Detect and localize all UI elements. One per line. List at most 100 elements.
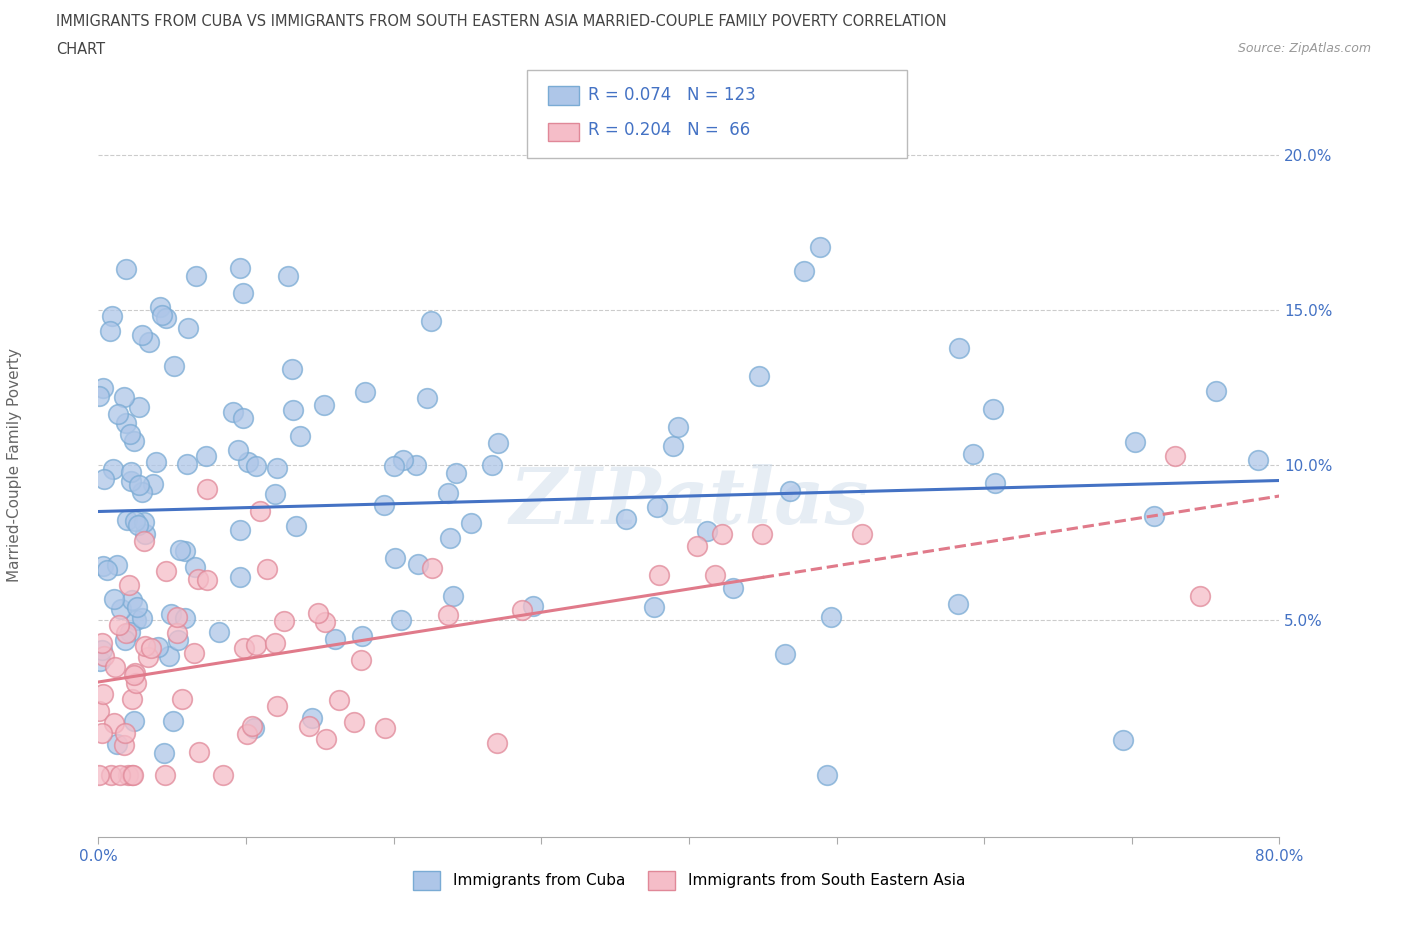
Point — [211, 767, 233, 782]
Point — [138, 335, 160, 350]
Point — [773, 647, 796, 662]
Point — [645, 499, 668, 514]
Point — [146, 640, 169, 655]
Point — [249, 503, 271, 518]
Point — [91, 725, 114, 740]
Point — [127, 518, 149, 533]
Point — [87, 767, 110, 782]
Point — [277, 269, 299, 284]
Point — [134, 527, 156, 542]
Point — [120, 465, 142, 480]
Point — [121, 767, 143, 782]
Point — [117, 767, 139, 782]
Point — [208, 624, 231, 639]
Point — [122, 713, 145, 728]
Point — [221, 405, 243, 419]
Point — [614, 512, 637, 526]
Point — [460, 516, 482, 531]
Point — [314, 615, 336, 630]
Point — [122, 668, 145, 683]
Point — [1111, 732, 1133, 747]
Point — [112, 737, 135, 752]
Point — [437, 608, 460, 623]
Point — [155, 564, 177, 578]
Point — [125, 600, 148, 615]
Text: ZIPatlas: ZIPatlas — [509, 464, 869, 540]
Point — [436, 485, 458, 500]
Point — [981, 402, 1004, 417]
Point — [173, 543, 195, 558]
Point — [124, 513, 146, 528]
Point — [374, 721, 396, 736]
Point — [149, 299, 172, 314]
Point — [125, 675, 148, 690]
Point — [128, 400, 150, 415]
Point — [243, 721, 266, 736]
Point — [696, 524, 718, 538]
Point — [124, 613, 146, 628]
Point — [416, 391, 439, 405]
Point — [307, 606, 329, 621]
Point — [391, 453, 413, 468]
Point — [948, 340, 970, 355]
Point — [110, 602, 132, 617]
Point — [666, 419, 689, 434]
Point — [195, 573, 218, 588]
Point — [91, 558, 114, 573]
Point — [120, 426, 142, 441]
Point — [101, 461, 124, 476]
Point — [273, 613, 295, 628]
Point — [721, 581, 744, 596]
Point — [285, 519, 308, 534]
Point — [132, 514, 155, 529]
Point — [103, 715, 125, 730]
Point — [160, 606, 183, 621]
Point — [91, 380, 114, 395]
Point — [91, 687, 114, 702]
Point — [155, 311, 177, 325]
Point — [264, 486, 287, 501]
Point — [245, 637, 267, 652]
Point — [290, 429, 312, 444]
Text: Source: ZipAtlas.com: Source: ZipAtlas.com — [1237, 42, 1371, 55]
Point — [281, 403, 304, 418]
Point — [661, 438, 683, 453]
Point — [748, 368, 770, 383]
Point — [229, 569, 252, 584]
Point — [405, 458, 427, 472]
Point — [114, 725, 136, 740]
Point — [142, 476, 165, 491]
Point — [389, 613, 412, 628]
Point — [236, 726, 259, 741]
Point — [118, 578, 141, 592]
Point — [373, 498, 395, 512]
Point — [104, 659, 127, 674]
Point — [131, 328, 153, 343]
Text: R = 0.074   N = 123: R = 0.074 N = 123 — [588, 86, 755, 104]
Point — [187, 572, 209, 587]
Point — [188, 745, 211, 760]
Point — [703, 567, 725, 582]
Point — [439, 530, 461, 545]
Point — [96, 563, 118, 578]
Point — [115, 415, 138, 430]
Point — [131, 485, 153, 499]
Point — [263, 635, 285, 650]
Point — [350, 653, 373, 668]
Text: R = 0.204   N =  66: R = 0.204 N = 66 — [588, 121, 749, 140]
Point — [301, 711, 323, 725]
Point — [711, 526, 734, 541]
Point — [485, 735, 508, 750]
Point — [441, 589, 464, 604]
Point — [114, 632, 136, 647]
Point — [226, 443, 249, 458]
Point — [167, 632, 190, 647]
Point — [177, 321, 200, 336]
Point — [103, 591, 125, 606]
Point — [194, 448, 217, 463]
Point — [112, 390, 135, 405]
Point — [120, 473, 142, 488]
Point — [350, 629, 373, 644]
Point — [108, 767, 131, 782]
Point — [793, 263, 815, 278]
